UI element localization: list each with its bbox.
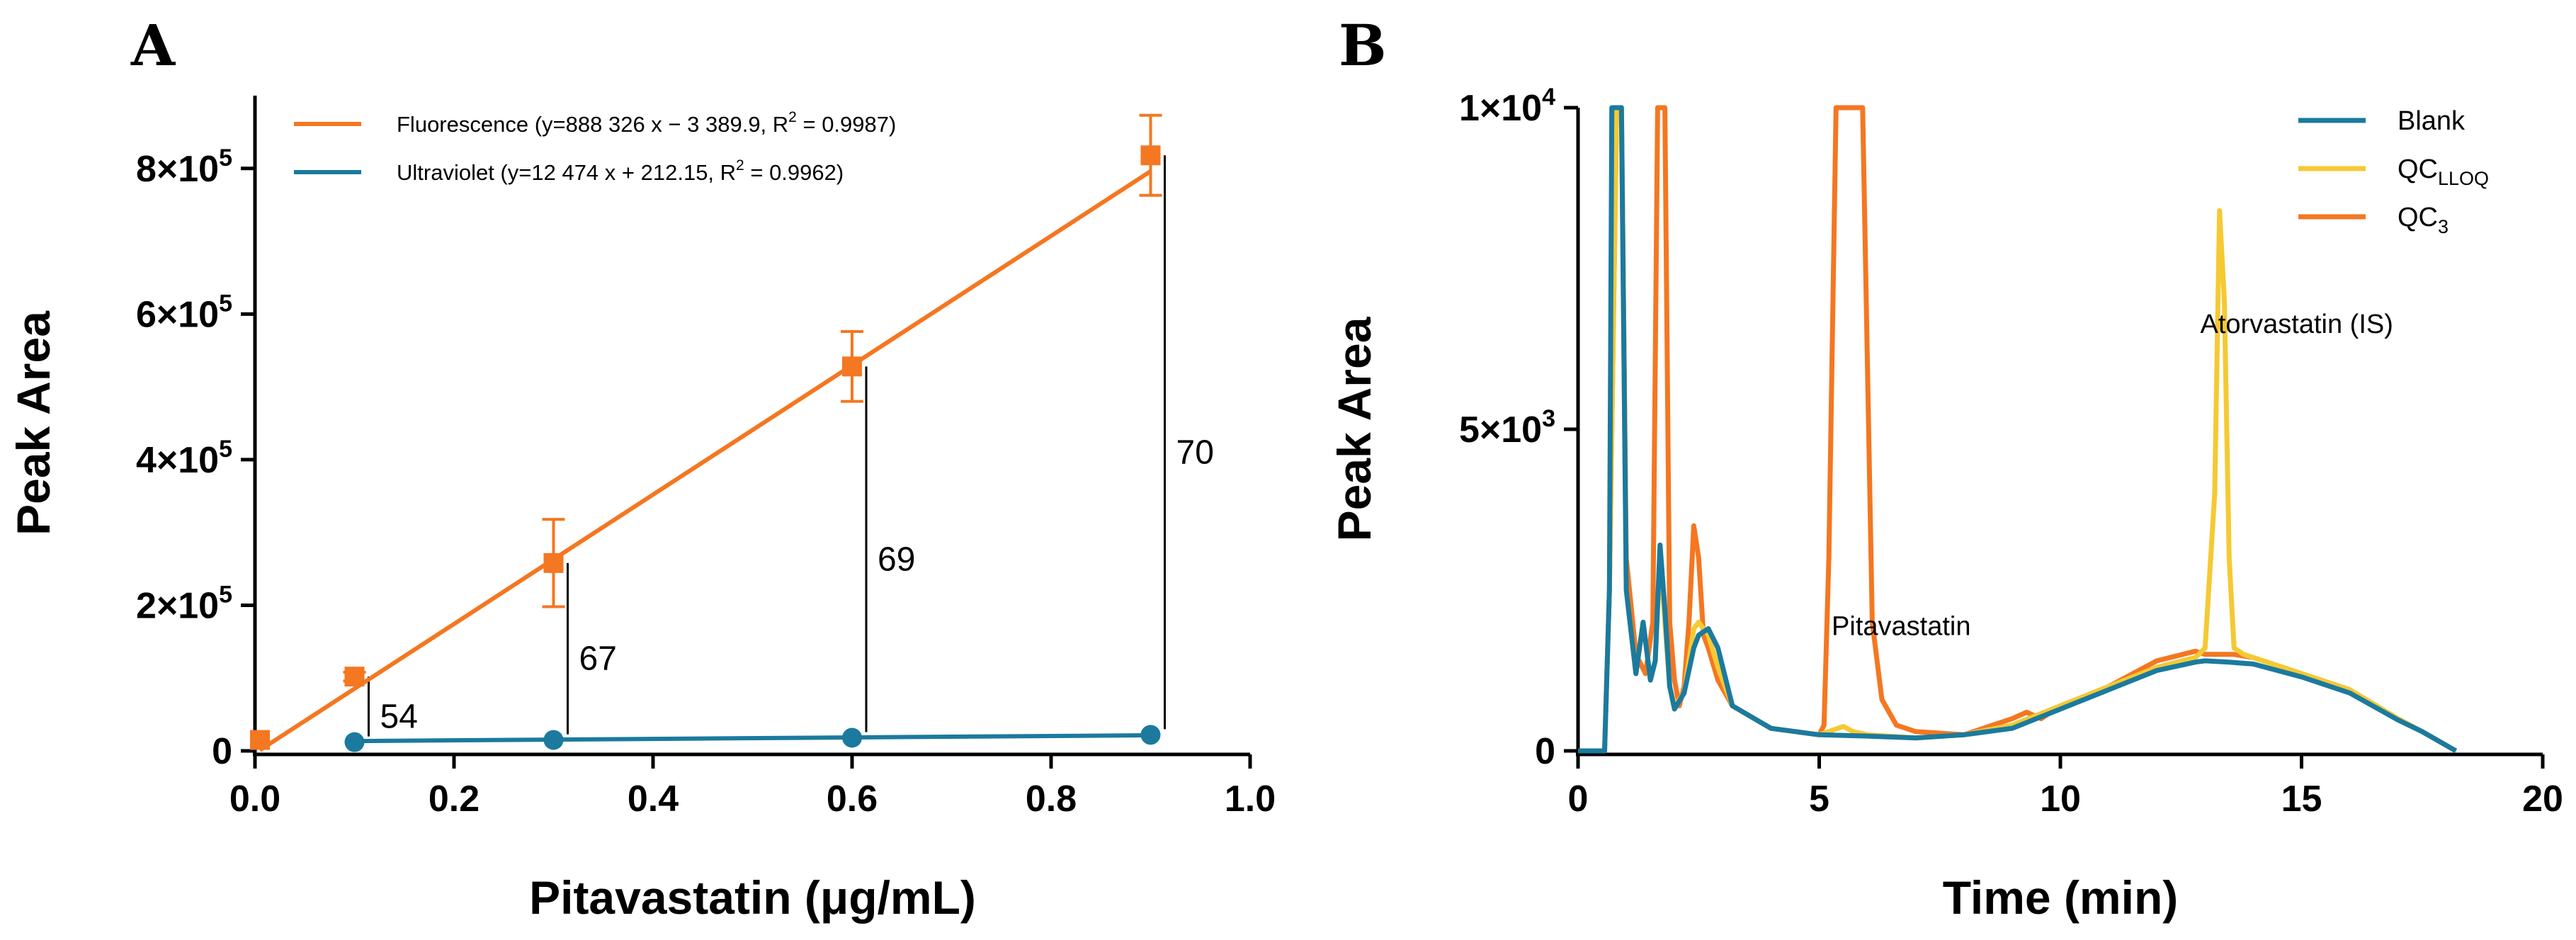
- a-x-axis-title: Pitavastatin (μg/mL): [529, 871, 976, 924]
- b-y-axis-title: Peak Area: [1328, 316, 1380, 541]
- a-x-tick-label: 0.0: [229, 778, 280, 820]
- b-y-tick-label: 0: [1535, 731, 1555, 772]
- a-annotation-label: 54: [380, 698, 418, 735]
- fluorescence-point: [842, 356, 862, 377]
- a-x-tick-label: 0.6: [827, 778, 878, 820]
- blank-legend-label: Blank: [2398, 106, 2466, 136]
- fluorescence-point: [344, 667, 365, 687]
- ultraviolet-point: [344, 732, 365, 752]
- b-x-tick-label: 0: [1568, 778, 1589, 820]
- ultraviolet-fit-line: [354, 732, 1151, 744]
- panel-label-a: A: [130, 12, 176, 79]
- b-x-tick-label: 5: [1809, 778, 1829, 820]
- panel-label-b: B: [1339, 12, 1387, 79]
- fluorescence-fit-line: [259, 169, 1152, 752]
- a-x-tick-label: 0.8: [1026, 778, 1077, 820]
- fluorescence-point: [543, 553, 564, 573]
- b-y-tick-label: 1×104: [1459, 84, 1555, 129]
- fluorescence-legend-label: Fluorescence (y=888 326 x − 3 389.9, R2 …: [397, 109, 896, 137]
- a-y-tick-label: 0: [212, 731, 232, 772]
- a-y-tick-label: 6×105: [136, 290, 232, 335]
- ultraviolet-point: [543, 730, 564, 750]
- a-x-tick-label: 0.4: [628, 778, 679, 820]
- a-y-axis-title: Peak Area: [7, 310, 59, 536]
- a-annotation-label: 69: [878, 540, 915, 578]
- a-x-tick-label: 1.0: [1225, 778, 1276, 820]
- qclloq-legend-label: QCLLOQ: [2398, 154, 2489, 189]
- ultraviolet-point: [842, 727, 862, 748]
- qc3-trace: [1578, 105, 2458, 754]
- fluorescence-point: [1140, 145, 1161, 166]
- a-y-tick-label: 8×105: [136, 145, 232, 190]
- b-x-tick-label: 15: [2281, 778, 2322, 820]
- panel-b-chart: 0 5 10 15 20 0 5×103 1×104 Time (min) Peak Area Pi…: [1328, 84, 2563, 924]
- b-y-tick-label: 5×103: [1459, 405, 1555, 451]
- b-x-tick-label: 20: [2522, 778, 2563, 820]
- b-annotation-label: Pitavastatin: [1832, 612, 1970, 642]
- b-x-axis-title: Time (min): [1943, 871, 2178, 924]
- blank-trace: [1578, 105, 2458, 754]
- ultraviolet-point: [1140, 725, 1161, 745]
- qc3-legend-label: QC3: [2398, 203, 2449, 237]
- a-annotation-label: 67: [579, 640, 617, 678]
- ultraviolet-legend-label: Ultraviolet (y=12 474 x + 212.15, R2 = 0…: [397, 157, 844, 185]
- a-x-tick-label: 0.2: [429, 778, 480, 820]
- fluorescence-point: [250, 730, 271, 750]
- a-y-tick-label: 2×105: [136, 581, 232, 626]
- a-y-tick-label: 4×105: [136, 436, 232, 481]
- b-x-tick-label: 10: [2040, 778, 2081, 820]
- panel-a-chart: 0.0 0.2 0.4 0.6 0.8 1.0 0 2×105 4×105 6×105 8×105 P…: [7, 96, 1276, 924]
- a-annotation-label: 70: [1176, 434, 1214, 471]
- b-annotation-label: Atorvastatin (IS): [2200, 310, 2393, 339]
